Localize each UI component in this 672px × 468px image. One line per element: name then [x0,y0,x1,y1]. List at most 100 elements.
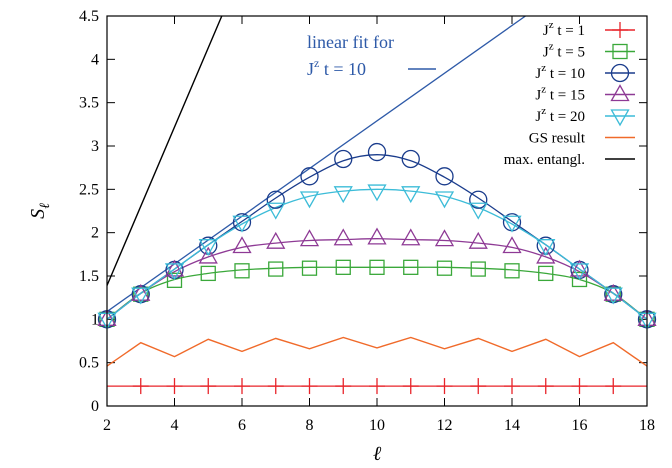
legend-label: Jz t = 1 [543,19,585,39]
j-z-t-5-point [335,259,351,275]
gs-result-line [107,336,647,367]
legend-entry: Jz t = 5 [543,41,635,61]
y-axis-label: Sℓ [27,203,53,219]
y-tick-label: 0.5 [79,355,99,372]
series-markers [97,142,657,395]
j-z-t-15-point [266,231,286,249]
j-z-t-15-point [569,259,590,277]
y-tick-label: 4.5 [79,8,99,25]
j-z-t-15-point [232,236,252,254]
x-tick-label: 10 [369,417,385,434]
j-z-t-20-point [536,239,556,256]
j-z-t-20-point [603,287,623,305]
j-z-t-20-point [367,184,387,202]
legend-entry: Jz t = 20 [535,105,635,127]
y-tick-label: 2 [91,225,99,242]
max-entangl-line [107,16,223,286]
j-z-t-1-point [470,378,487,395]
j-z-t-1-point [537,378,554,395]
legend-label: Jz t = 20 [535,105,585,125]
legend-entry: max. entangl. [504,152,635,168]
j-z-t-10-fit-curve [107,154,647,320]
legend-label: max. entangl. [504,152,585,168]
j-z-t-5-point [436,260,453,276]
j-z-t-5-point [133,286,149,302]
j-z-t-1-point [571,378,588,395]
x-tick-label: 14 [504,417,520,434]
j-z-t-1-point [335,378,352,395]
series-curves [107,16,647,387]
y-tick-label: 1.5 [79,268,99,285]
j-z-t-1-point [605,378,622,395]
j-z-t-5-fit-curve [107,266,647,320]
x-tick-label: 8 [306,417,314,434]
j-z-t-15-point [401,228,421,246]
legend-entry: GS result [529,131,635,147]
x-tick-label: 18 [639,417,655,434]
j-z-t-1-point [166,378,183,395]
j-z-t-5-point [369,259,385,275]
j-z-t-15-point [468,231,488,249]
j-z-t-1-point [369,378,385,395]
x-tick-label: 6 [238,417,246,434]
x-axis-label: ℓ [373,443,382,465]
tick-labels: 2 4 6 8 10 12 14 16 18 0 0.5 1 1.5 2 2.5 3 3.5 4 4.5 [79,8,655,434]
j-z-t-10-point [401,149,420,169]
legend-marker [610,109,630,127]
j-z-t-5-point [403,259,419,275]
j-z-t-20-point [164,263,185,281]
j-z-t-5-point [470,261,486,277]
annotation-line-1: linear fit for [307,32,394,52]
j-z-t-20-point [468,202,488,220]
j-z-t-15-fit-curve [107,238,647,320]
j-z-t-15-point [131,283,151,301]
y-tick-label: 3.5 [79,95,99,112]
y-tick-label: 0 [91,398,99,415]
j-z-t-10-point [469,190,488,209]
j-z-t-1-point [132,378,149,395]
j-z-t-10-point [367,142,387,162]
j-z-t-15-point [164,259,185,277]
y-tick-label: 3 [91,138,99,155]
legend-label: Jz t = 5 [543,41,585,61]
j-z-t-20-point [333,186,353,204]
j-z-t-20-point [569,263,590,281]
j-z-t-15-point [603,283,623,301]
j-z-t-15-point [299,229,320,247]
j-z-t-20-point [401,186,421,204]
plot-frame [106,15,648,407]
x-tick-label: 16 [572,417,588,434]
j-z-t-20-point [502,215,522,233]
j-z-t-15-point [198,246,218,264]
annotation-line-2: Jz t = 10 [307,56,366,79]
legend-entry: Jz t = 10 [535,62,635,83]
y-tick-label: 1 [91,311,99,328]
j-z-t-1-point [402,378,419,395]
j-z-t-5-point [605,286,621,302]
j-z-t-5-point [301,260,318,276]
j-z-t-1-point [504,378,520,395]
j-z-t-15-point [536,246,556,264]
legend-label: GS result [529,131,586,147]
j-z-t-1-point [234,378,250,395]
legend-marker [610,63,630,83]
legend-marker [610,84,630,102]
x-tick-label: 12 [437,417,453,434]
y-tick-label: 2.5 [79,181,99,198]
x-tick-label: 4 [171,417,179,434]
x-tick-label: 2 [103,417,111,434]
j-z-t-15-point [502,236,522,254]
j-z-t-1-point [301,378,318,395]
j-z-t-10-point [300,167,319,186]
legend-label: Jz t = 10 [535,62,585,82]
j-z-t-1-point [267,378,284,395]
j-z-t-5-point [166,272,183,288]
y-tick-label: 4 [91,51,99,68]
j-z-t-20-point [232,215,252,233]
j-z-t-15-point [434,229,455,247]
j-z-t-15-point [367,227,387,245]
j-z-t-1-point [200,378,217,395]
j-z-t-5-point [268,261,284,277]
